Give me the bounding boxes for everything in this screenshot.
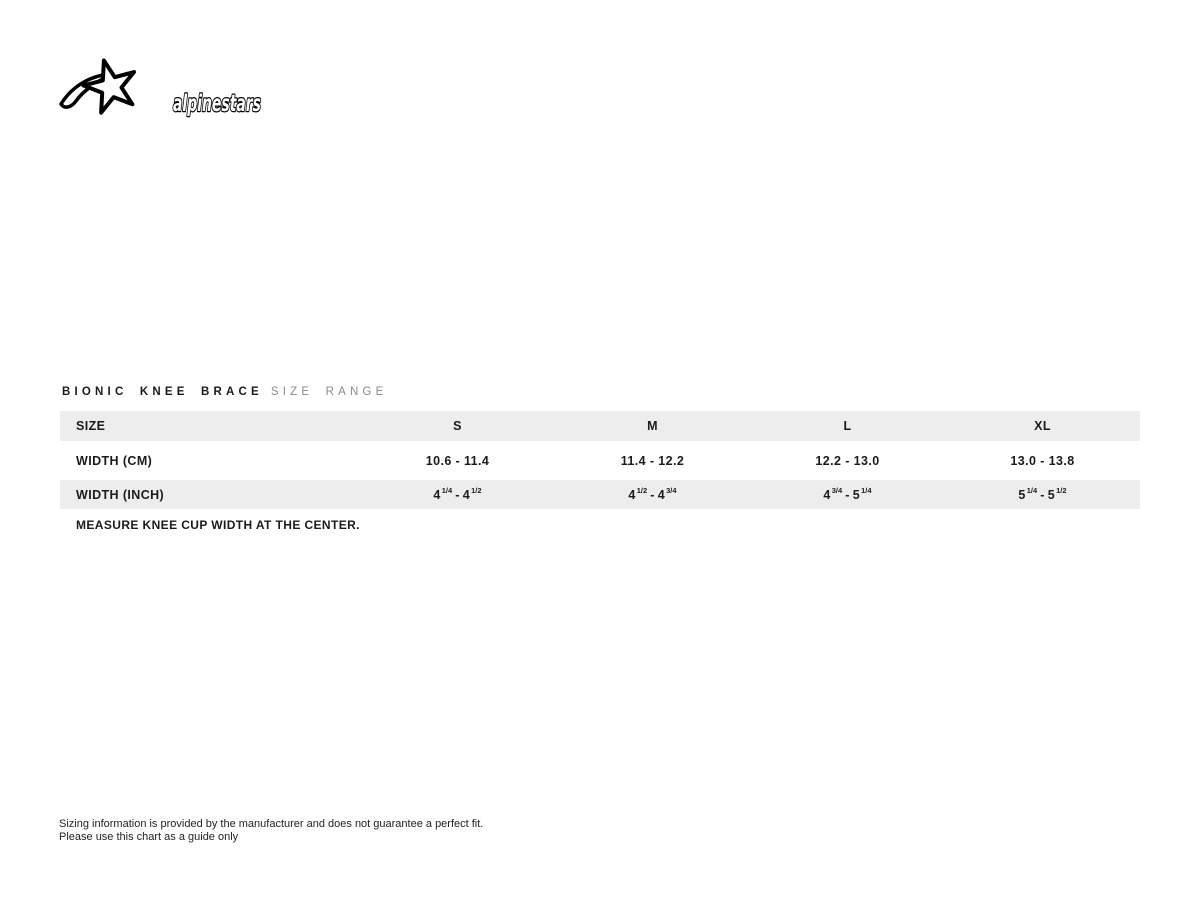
column-header-l: L [843, 419, 852, 433]
alpinestars-logo: alpinestars [56, 58, 266, 124]
column-header-m: M [647, 419, 658, 433]
row-label: WIDTH (CM) [76, 453, 153, 468]
cell-value: 13.0 - 13.8 [1010, 453, 1075, 468]
size-table-header: SIZE S M L XL [60, 411, 1140, 441]
alpinestars-wordmark: alpinestars [173, 91, 261, 117]
disclaimer-line-2: Please use this chart as a guide only [59, 830, 239, 843]
page-title: BIONIC KNEE BRACE SIZE RANGE [62, 386, 388, 398]
header-row: SIZE S M L XL [60, 411, 1140, 441]
cell-value: 51/4-51/2 [1018, 485, 1067, 503]
cell-value: 41/4-41/2 [433, 485, 482, 503]
cell-value: 43/4-51/4 [823, 485, 872, 503]
measurement-note: MEASURE KNEE CUP WIDTH AT THE CENTER. [76, 518, 360, 532]
title-product: BIONIC KNEE BRACE [62, 386, 263, 398]
cell-value: 10.6 - 11.4 [425, 453, 490, 468]
title-suffix: SIZE RANGE [270, 386, 388, 398]
column-header-size: SIZE [76, 419, 106, 433]
cell-value: 12.2 - 13.0 [815, 453, 880, 468]
table-row: WIDTH (CM) 10.6 - 11.4 11.4 - 12.2 12.2 - 1… [60, 441, 1140, 480]
column-header-s: S [453, 419, 462, 433]
disclaimer-line-1: Sizing information is provided by the ma… [59, 818, 484, 830]
cell-value: 11.4 - 12.2 [620, 453, 685, 468]
alpinestars-logo-graphic: alpinestars [59, 58, 262, 118]
table-row: WIDTH (INCH) 41/4-41/2 41/2-43/4 43/4-51/4 5… [60, 480, 1140, 509]
row-label: WIDTH (INCH) [76, 487, 165, 502]
column-header-xl: XL [1034, 419, 1051, 433]
size-table: SIZE S M L XL WIDTH (CM) 10.6 - 11.4 11.4 - 12… [60, 411, 1140, 509]
disclaimer: Sizing information is provided by the ma… [59, 818, 483, 843]
cell-value: 41/2-43/4 [628, 485, 677, 503]
size-table-body: WIDTH (CM) 10.6 - 11.4 11.4 - 12.2 12.2 - 1… [60, 441, 1140, 509]
alpinestars-star-icon [59, 58, 137, 115]
